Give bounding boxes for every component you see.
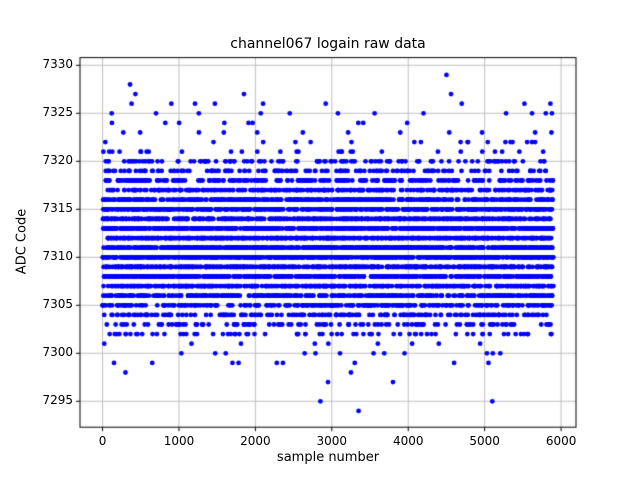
- x-tick-label: 3000: [316, 434, 348, 449]
- y-tick-label: 7300: [42, 345, 73, 360]
- x-tick-label: 4000: [392, 434, 424, 449]
- x-tick-label: 1000: [163, 434, 195, 449]
- y-tick-label: 7305: [42, 297, 73, 312]
- y-tick-label: 7295: [42, 393, 73, 408]
- y-tick-label: 7325: [42, 105, 73, 120]
- y-tick-label: 7310: [42, 249, 73, 264]
- x-tick-label: 5000: [469, 434, 500, 449]
- y-tick-label: 7320: [42, 153, 73, 168]
- x-axis-label: sample number: [276, 450, 380, 465]
- x-tick-label: 0: [98, 434, 107, 449]
- chart-title: channel067 logain raw data: [230, 36, 426, 52]
- x-tick-label: 6000: [545, 434, 577, 449]
- x-tick-label: 2000: [240, 434, 271, 449]
- y-axis-label: ADC Code: [14, 208, 30, 275]
- y-tick-label: 7330: [42, 57, 73, 72]
- y-tick-label: 7315: [42, 201, 73, 216]
